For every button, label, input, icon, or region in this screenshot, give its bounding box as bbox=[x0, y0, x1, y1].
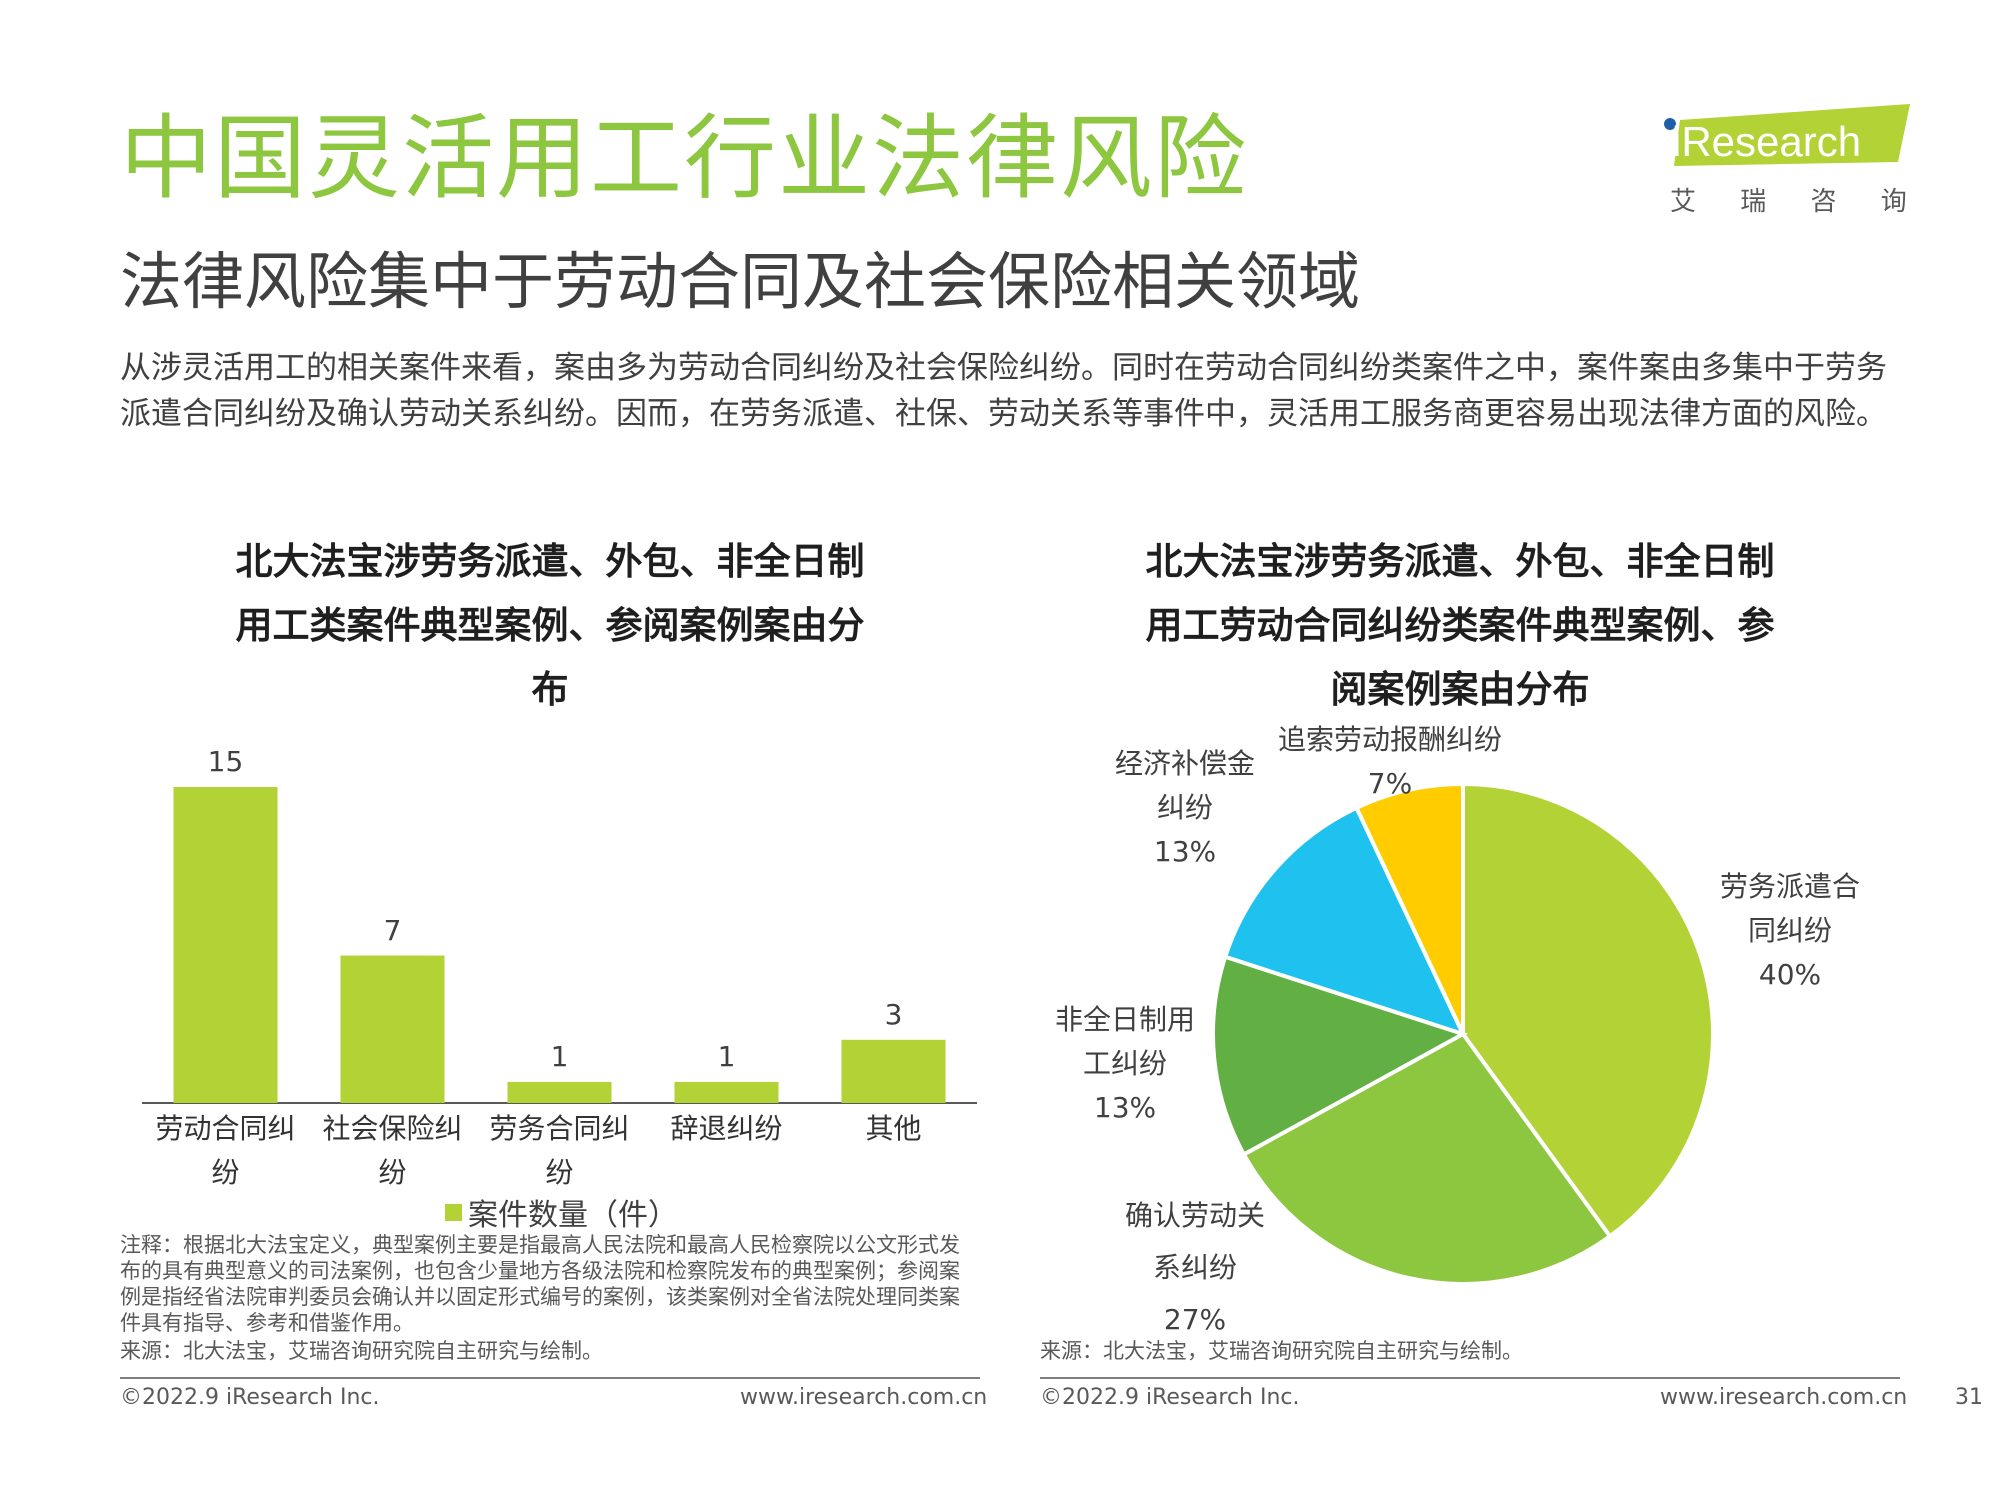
pie-slice bbox=[1222, 805, 1467, 1038]
pie-slice bbox=[1353, 781, 1465, 1035]
bar-data-label: 7 bbox=[383, 913, 402, 947]
intro-paragraph: 从涉灵活用工的相关案件来看，案由多为劳动合同纠纷及社会保险纠纷。同时在劳动合同纠… bbox=[120, 350, 1887, 432]
pie-value-label: 13% bbox=[1153, 835, 1217, 868]
bar-title-line: 用工类案件典型案例、参阅案例案由分 bbox=[235, 604, 865, 647]
pie-label-line: 追索劳动报酬纠纷 bbox=[1277, 723, 1502, 756]
bar-title-line: 布 bbox=[531, 668, 569, 711]
bar-tick-line: 辞退纠纷 bbox=[670, 1112, 783, 1145]
footer-copyright-right: ©2022.9 iResearch Inc. bbox=[1040, 1385, 1300, 1410]
pie-label-line: 工纠纷 bbox=[1082, 1047, 1167, 1080]
bar bbox=[507, 1081, 612, 1103]
pie-chart-title: 北大法宝涉劳务派遣、外包、非全日制 用工劳动合同纠纷类案件典型案例、参 阅案例案… bbox=[1115, 530, 1805, 722]
pie-label-parttime: 非全日制用 工纠纷 13% bbox=[1040, 998, 1210, 1130]
bar-tick-line: 劳务合同纠 bbox=[489, 1112, 630, 1145]
left-source: 来源：北大法宝，艾瑞咨询研究院自主研究与绘制。 bbox=[120, 1339, 603, 1363]
logo-graphic: iResearch 艾 瑞 咨 询 bbox=[1664, 104, 1910, 217]
bar-tick-line: 纷 bbox=[545, 1156, 574, 1189]
bar-data-label: 1 bbox=[550, 1039, 569, 1073]
footer-site-left[interactable]: www.iresearch.com.cn bbox=[740, 1385, 988, 1410]
pie-label-line: 劳务派遣合 bbox=[1719, 870, 1860, 903]
bar-tick-line: 社会保险纠 bbox=[322, 1112, 463, 1145]
logo-wordmark: iResearch bbox=[1672, 118, 1861, 165]
pie-value-label: 27% bbox=[1163, 1303, 1227, 1336]
pie-title-line: 北大法宝涉劳务派遣、外包、非全日制 bbox=[1145, 540, 1775, 583]
pie-label-line: 确认劳动关 bbox=[1124, 1199, 1265, 1232]
pie-label-line: 同纠纷 bbox=[1747, 914, 1832, 947]
pie-value-label: 40% bbox=[1758, 958, 1822, 991]
bar-tick-line: 纷 bbox=[211, 1156, 240, 1189]
legend-label: 案件数量（件） bbox=[468, 1198, 678, 1233]
pie-label-line: 纠纷 bbox=[1156, 791, 1213, 824]
pie-title-line: 阅案例案由分布 bbox=[1330, 668, 1590, 711]
logo-banner bbox=[1674, 104, 1910, 166]
bar-legend: 案件数量（件） bbox=[445, 1190, 678, 1234]
right-source: 来源：北大法宝，艾瑞咨询研究院自主研究与绘制。 bbox=[1040, 1339, 1523, 1363]
bar-title-line: 北大法宝涉劳务派遣、外包、非全日制 bbox=[235, 540, 865, 583]
pie-title-line: 用工劳动合同纠纷类案件典型案例、参 bbox=[1145, 604, 1775, 647]
left-note: 注释：根据北大法宝定义，典型案例主要是指最高人民法院和最高人民检察院以公文形式发… bbox=[120, 1233, 960, 1335]
bar-tick-label: 劳动合同纠纷 bbox=[142, 1107, 309, 1195]
bar-tick-line: 劳动合同纠 bbox=[155, 1112, 296, 1145]
footer-divider-right bbox=[1040, 1377, 1900, 1379]
bar-data-label: 1 bbox=[717, 1039, 736, 1073]
pie-label-line: 经济补偿金 bbox=[1114, 747, 1255, 780]
page-subtitle: 法律风险集中于劳动合同及社会保险相关领域 bbox=[120, 245, 1361, 318]
bar-tick-label: 劳务合同纠纷 bbox=[476, 1107, 643, 1195]
bar-tick-label: 辞退纠纷 bbox=[643, 1107, 810, 1151]
bar-tick-line: 纷 bbox=[378, 1156, 407, 1189]
iresearch-logo: iResearch 艾 瑞 咨 询 bbox=[1660, 100, 1910, 220]
pie-label-line: 系纠纷 bbox=[1152, 1251, 1237, 1284]
bar bbox=[841, 1039, 946, 1103]
pie-slice bbox=[1241, 1031, 1613, 1286]
bar-tick-line: 其他 bbox=[865, 1112, 922, 1145]
bar-data-label: 15 bbox=[207, 745, 244, 778]
pie-slice bbox=[1461, 781, 1715, 1240]
pie-label-confirm: 确认劳动关 系纠纷 27% bbox=[1110, 1190, 1280, 1346]
bar bbox=[340, 955, 445, 1103]
bar-chart-title: 北大法宝涉劳务派遣、外包、非全日制 用工类案件典型案例、参阅案例案由分 布 bbox=[205, 530, 895, 722]
pie-label-dispatch: 劳务派遣合 同纠纷 40% bbox=[1700, 865, 1880, 997]
pie-value-label: 7% bbox=[1367, 767, 1413, 800]
pie-label-line: 非全日制用 bbox=[1054, 1003, 1195, 1036]
footer-divider-left bbox=[120, 1377, 980, 1379]
page-number: 31 bbox=[1955, 1385, 1983, 1410]
footer-site-right[interactable]: www.iresearch.com.cn bbox=[1660, 1385, 1908, 1410]
pie-label-wages: 追索劳动报酬纠纷 7% bbox=[1270, 718, 1510, 806]
bar bbox=[173, 787, 278, 1103]
legend-swatch bbox=[445, 1203, 462, 1221]
pie-value-label: 13% bbox=[1093, 1091, 1157, 1124]
footer-copyright-left: ©2022.9 iResearch Inc. bbox=[120, 1385, 380, 1410]
bar bbox=[674, 1081, 779, 1103]
logo-dot bbox=[1664, 118, 1676, 130]
page-title: 中国灵活用工行业法律风险 bbox=[120, 105, 1249, 212]
pie-label-compensation: 经济补偿金 纠纷 13% bbox=[1100, 742, 1270, 874]
pie-slice bbox=[1211, 954, 1469, 1158]
logo-cn: 艾 瑞 咨 询 bbox=[1670, 187, 1910, 217]
bar-data-label: 3 bbox=[884, 997, 903, 1031]
bar-tick-label: 社会保险纠纷 bbox=[309, 1107, 476, 1195]
bar-tick-label: 其他 bbox=[810, 1107, 977, 1151]
